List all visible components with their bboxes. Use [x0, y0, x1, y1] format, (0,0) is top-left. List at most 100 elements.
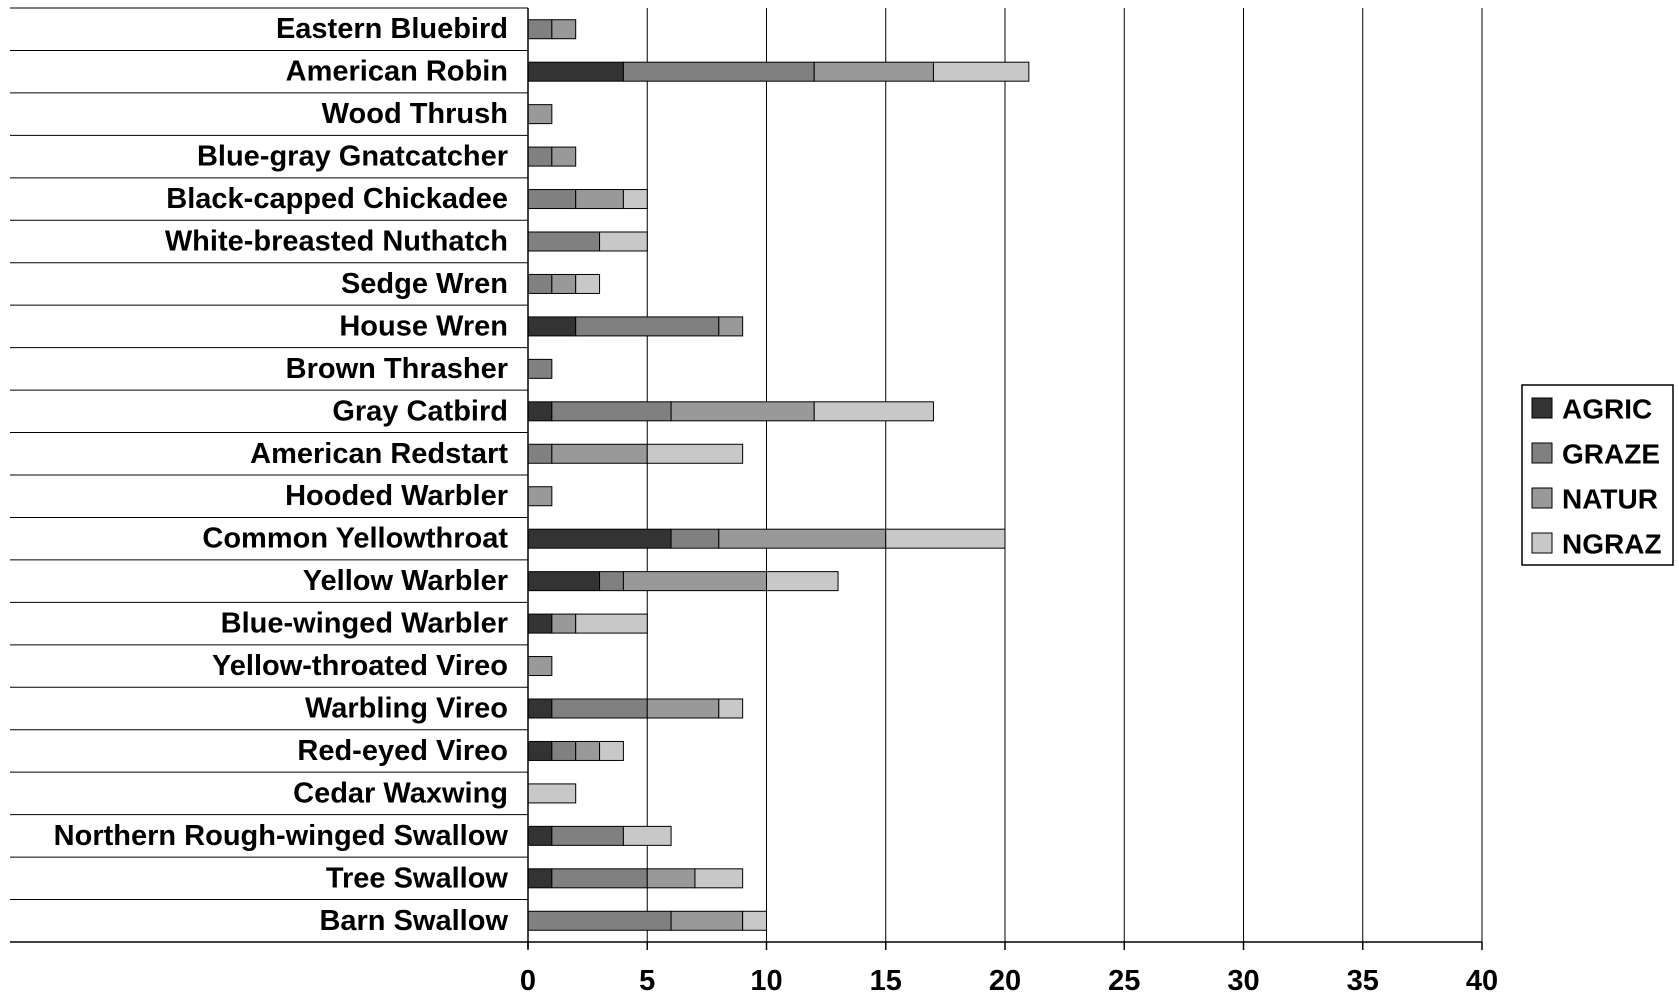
x-axis: 0 5 10 15 20 25 30 35 40	[10, 8, 1498, 997]
category-label: Warbling Vireo	[305, 693, 508, 725]
bar-segment-natur	[718, 528, 887, 549]
x-tick-label: 35	[1347, 965, 1379, 997]
bar-segment-natur	[813, 61, 934, 82]
category-label: Brown Thrasher	[286, 353, 508, 385]
category-label: House Wren	[339, 310, 508, 342]
category-label: Eastern Bluebird	[276, 13, 508, 45]
x-tick-label: 20	[989, 965, 1021, 997]
category-label: Barn Swallow	[319, 905, 508, 937]
bar-segment-natur	[670, 910, 744, 931]
legend-swatch-graze	[1531, 442, 1553, 464]
bar-segment-graze	[527, 358, 553, 379]
category-label: White-breasted Nuthatch	[165, 226, 508, 258]
bar-segment-agric	[527, 61, 624, 82]
x-tick-label: 10	[750, 965, 782, 997]
bar-segment-graze	[527, 443, 553, 464]
bar-segment-ngraz	[575, 273, 601, 294]
legend-label-ngraz: NGRAZ	[1562, 529, 1662, 560]
category-label: Yellow Warbler	[303, 565, 508, 597]
bar-segment-agric	[527, 868, 553, 889]
bar-segment-natur	[551, 273, 577, 294]
bar-segment-natur	[551, 443, 648, 464]
legend-swatch-ngraz	[1531, 532, 1553, 554]
legend: AGRIC GRAZE NATUR NGRAZ	[1521, 384, 1674, 566]
category-label: American Robin	[286, 56, 508, 88]
bar-segment-graze	[527, 910, 672, 931]
bar-segment-graze	[551, 740, 577, 761]
bar-segment-graze	[670, 528, 720, 549]
bar-segment-graze	[551, 868, 648, 889]
bar-segment-ngraz	[718, 698, 744, 719]
category-label: Cedar Waxwing	[293, 777, 508, 809]
bar-segment-agric	[527, 740, 553, 761]
bar-segment-graze	[551, 825, 624, 846]
bar-segment-agric	[527, 571, 601, 592]
bar-segment-ngraz	[527, 783, 577, 804]
x-tick-label: 40	[1466, 965, 1498, 997]
category-labels: Eastern Bluebird American Robin Wood Thrus…	[54, 13, 509, 937]
legend-swatch-agric	[1531, 397, 1553, 419]
bar-segment-natur	[670, 401, 815, 422]
category-label: Gray Catbird	[332, 395, 508, 427]
bar-segment-graze	[599, 571, 624, 592]
category-label: Common Yellowthroat	[202, 523, 508, 555]
x-tick-label: 25	[1108, 965, 1140, 997]
bar-segment-natur	[646, 868, 696, 889]
category-label: Red-eyed Vireo	[297, 735, 508, 767]
category-label: Yellow-throated Vireo	[212, 650, 508, 682]
bar-segment-graze	[527, 189, 577, 210]
legend-swatch-natur	[1531, 487, 1553, 509]
bar-segment-natur	[527, 104, 553, 125]
bar-segment-graze	[551, 401, 672, 422]
bar-segment-natur	[527, 656, 553, 677]
bar-segment-natur	[646, 698, 720, 719]
bar-segment-graze	[527, 231, 601, 252]
bar-segment-natur	[551, 613, 577, 634]
grid-lines	[646, 8, 1483, 942]
legend-label-natur: NATUR	[1562, 484, 1658, 515]
bar-segment-ngraz	[694, 868, 744, 889]
bar-segment-natur	[622, 571, 768, 592]
category-label: Tree Swallow	[326, 862, 509, 894]
x-tick-label: 5	[639, 965, 655, 997]
bar-segment-agric	[527, 401, 553, 422]
bar-segment-ngraz	[813, 401, 934, 422]
category-label: Wood Thrush	[322, 98, 508, 130]
bar-segment-ngraz	[622, 825, 672, 846]
category-label: Sedge Wren	[341, 268, 508, 300]
category-label: Blue-winged Warbler	[221, 608, 508, 640]
category-label: Northern Rough-winged Swallow	[54, 820, 509, 852]
category-label: Hooded Warbler	[285, 480, 508, 512]
bar-segment-natur	[551, 146, 577, 167]
bar-segment-ngraz	[932, 61, 1030, 82]
bar-segment-graze	[527, 19, 553, 40]
bar-segment-graze	[575, 316, 720, 337]
bar-segment-natur	[718, 316, 744, 337]
bar-segment-natur	[575, 740, 601, 761]
legend-label-agric: AGRIC	[1562, 394, 1652, 425]
bar-segment-natur	[527, 486, 553, 507]
bar-segment-ngraz	[575, 613, 648, 634]
x-tick-label: 15	[870, 965, 902, 997]
bar-segment-graze	[527, 146, 553, 167]
bar-segment-natur	[575, 189, 624, 210]
x-tick-label: 0	[520, 965, 536, 997]
bar-segment-ngraz	[742, 910, 768, 931]
bar-segment-graze	[527, 273, 553, 294]
bar-segment-agric	[527, 316, 577, 337]
category-label: American Redstart	[250, 438, 508, 470]
bar-segment-graze	[622, 61, 815, 82]
bar-segment-ngraz	[622, 189, 648, 210]
bar-segment-ngraz	[766, 571, 839, 592]
bars	[527, 19, 1030, 931]
bar-segment-agric	[527, 528, 672, 549]
category-label: Black-capped Chickadee	[166, 183, 508, 215]
bar-segment-ngraz	[599, 231, 648, 252]
bar-segment-natur	[551, 19, 577, 40]
legend-label-graze: GRAZE	[1562, 439, 1660, 470]
bar-segment-agric	[527, 613, 553, 634]
bar-segment-graze	[551, 698, 648, 719]
bar-segment-agric	[527, 825, 553, 846]
bar-segment-ngraz	[885, 528, 1006, 549]
